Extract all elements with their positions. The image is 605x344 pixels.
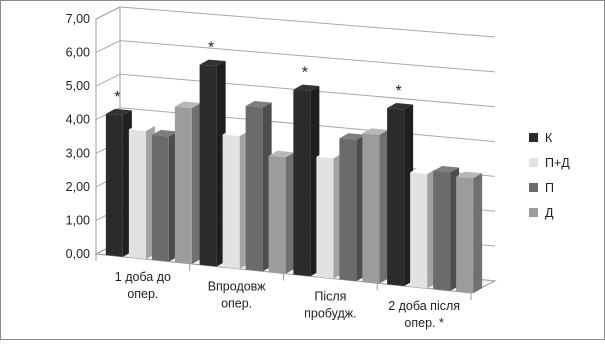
category-label: 2 доба після — [388, 299, 460, 313]
category-label: Впродовж — [208, 280, 266, 294]
bar-top — [151, 129, 178, 137]
legend-label: П — [545, 181, 554, 195]
y-tick-label: 4,00 — [66, 113, 90, 127]
legend-swatch — [529, 158, 538, 167]
category-label: пробудж. — [304, 306, 357, 320]
x-axis-categories: 1 доба до опер. Впродовж опер. Після пробудж.… — [95, 254, 472, 330]
y-tick-label: 5,00 — [66, 79, 90, 93]
category-label: опер. * — [404, 316, 444, 330]
bar — [199, 64, 217, 267]
gridline-side — [95, 40, 121, 54]
legend-swatch — [529, 133, 538, 142]
bar-top — [199, 59, 226, 67]
bar-top — [128, 124, 155, 131]
bar — [316, 156, 334, 279]
bar — [222, 134, 240, 269]
bar-top — [339, 133, 366, 140]
bar — [293, 89, 311, 277]
bar — [268, 155, 286, 274]
bar — [456, 176, 474, 294]
y-tick-label: 3,00 — [66, 146, 90, 160]
bar-top — [410, 167, 437, 174]
y-axis-ticks: 0,00 1,00 2,00 3,00 4,00 5,00 6,00 7,00 — [66, 12, 90, 261]
legend-swatch — [529, 208, 538, 217]
legend-label: К — [545, 131, 553, 145]
bar — [174, 106, 192, 264]
bar-top — [222, 129, 249, 137]
bar — [245, 105, 263, 272]
bar — [105, 113, 123, 257]
gridline — [119, 40, 496, 73]
bar — [433, 170, 451, 291]
bar-top — [174, 101, 201, 109]
significance-marker: * — [302, 65, 308, 82]
category-label: опер. — [221, 297, 252, 311]
bar-top — [362, 128, 389, 135]
bar-side — [473, 173, 483, 294]
bar-top — [293, 84, 320, 92]
bar-top — [433, 165, 460, 173]
bars — [105, 59, 483, 294]
bar-side — [191, 103, 201, 264]
y-tick-label: 1,00 — [66, 213, 90, 227]
y-tick-label: 2,00 — [66, 180, 90, 194]
gridline-side — [95, 6, 121, 20]
bar-top — [456, 171, 483, 179]
category-label: Після — [314, 289, 346, 303]
bar-side — [285, 152, 295, 274]
gridline-side — [95, 73, 121, 87]
y-tick-label: 0,00 — [66, 247, 90, 261]
bar-top — [245, 100, 272, 108]
category-label: опер. — [127, 287, 158, 301]
legend-label: Д — [545, 206, 554, 220]
legend-swatch — [529, 183, 538, 192]
bar-top — [316, 151, 343, 159]
y-tick-label: 7,00 — [66, 12, 90, 26]
legend-label: П+Д — [545, 156, 570, 170]
significance-marker: * — [396, 83, 402, 100]
annotations: * * * * — [114, 40, 401, 106]
significance-marker: * — [114, 89, 120, 106]
bar-top — [387, 102, 414, 110]
significance-marker: * — [208, 40, 214, 57]
bar-side — [379, 129, 389, 284]
gridline — [119, 6, 496, 38]
bar — [151, 134, 169, 262]
legend: К П+Д ПД — [529, 131, 570, 220]
bar — [362, 133, 380, 284]
bar — [128, 129, 146, 260]
bar-top — [268, 150, 295, 158]
y-tick-label: 6,00 — [66, 46, 90, 60]
bar-chart: 0,00 1,00 2,00 3,00 4,00 5,00 6,00 7,00 1 доба … — [66, 6, 570, 330]
bar — [339, 138, 357, 282]
category-label: 1 доба до — [115, 270, 171, 284]
bar — [387, 107, 405, 287]
bar — [410, 172, 428, 289]
bar-top — [105, 108, 132, 116]
